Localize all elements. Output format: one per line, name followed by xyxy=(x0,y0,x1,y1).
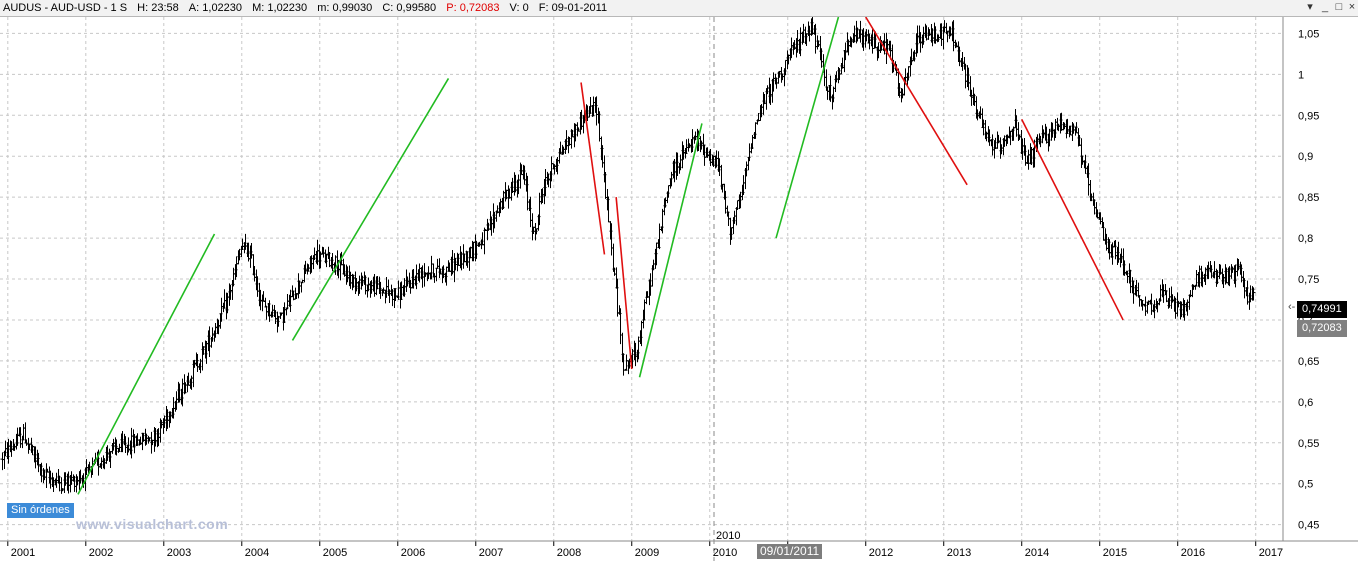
y-tick-label: 0,8 xyxy=(1298,233,1313,245)
trend-lines[interactable] xyxy=(77,17,1124,495)
axes: 0,450,50,550,60,650,70,750,80,850,90,951… xyxy=(0,17,1358,559)
volume-value: 0 xyxy=(522,2,529,14)
cursor-year-label: 2010 xyxy=(716,530,740,542)
y-tick-label: 1,05 xyxy=(1298,28,1319,40)
uptrend-line[interactable] xyxy=(775,17,840,239)
downtrend-line[interactable] xyxy=(615,197,633,370)
volume-label: V: xyxy=(509,2,520,14)
current-price-tag: 0,74991 xyxy=(1297,301,1347,318)
uptrend-line[interactable] xyxy=(638,123,703,378)
cursor-date-label: 09/01/2011 xyxy=(757,544,823,559)
x-tick-label: 2017 xyxy=(1259,547,1283,559)
x-tick-label: 2014 xyxy=(1025,547,1049,559)
downtrend-line[interactable] xyxy=(865,17,968,186)
p-value: 0,72083 xyxy=(459,2,500,14)
downtrend-line[interactable] xyxy=(1021,118,1124,321)
uptrend-line[interactable] xyxy=(291,77,450,341)
y-tick-label: 0,85 xyxy=(1298,192,1319,204)
price-cursor-arrow-icon: ‹- xyxy=(1288,301,1296,313)
x-tick-label: 2006 xyxy=(401,547,425,559)
x-tick-label: 2016 xyxy=(1181,547,1205,559)
orders-badge[interactable]: Sin órdenes xyxy=(7,503,74,518)
x-tick-label: 2010 xyxy=(713,547,737,559)
x-tick-label: 2005 xyxy=(323,547,347,559)
y-tick-label: 0,65 xyxy=(1298,356,1319,368)
high-time-value: 23:58 xyxy=(151,2,179,14)
date-value: 09-01-2011 xyxy=(551,2,608,14)
x-tick-label: 2013 xyxy=(947,547,971,559)
x-tick-label: 2002 xyxy=(89,547,113,559)
y-tick-label: 0,45 xyxy=(1298,520,1319,532)
close-value: 0,99580 xyxy=(396,2,437,14)
open-value: 1,02230 xyxy=(202,2,243,14)
high-time-label: H: xyxy=(137,2,149,14)
x-tick-label: 2012 xyxy=(869,547,893,559)
watermark: www.visualchart.com xyxy=(76,516,229,532)
y-tick-label: 0,55 xyxy=(1298,438,1319,450)
min-value: 0,99030 xyxy=(332,2,373,14)
y-tick-label: 0,6 xyxy=(1298,397,1313,409)
quote-line: AUDUS - AUD-USD - 1 S H: 23:58 A: 1,0223… xyxy=(3,2,607,14)
max-value: 1,02230 xyxy=(267,2,308,14)
x-tick-label: 2015 xyxy=(1103,547,1127,559)
x-tick-label: 2001 xyxy=(11,547,35,559)
y-tick-label: 0,95 xyxy=(1298,110,1319,122)
downtrend-line[interactable] xyxy=(580,82,606,255)
x-tick-label: 2009 xyxy=(635,547,659,559)
p-label: P: xyxy=(446,2,457,14)
symbol-label: AUDUS - AUD-USD - 1 S xyxy=(3,2,128,14)
close-icon[interactable]: × xyxy=(1348,1,1356,13)
price-chart[interactable]: 0,450,50,550,60,650,70,750,80,850,90,951… xyxy=(0,17,1358,561)
x-tick-label: 2008 xyxy=(557,547,581,559)
y-tick-label: 0,75 xyxy=(1298,274,1319,286)
minimize-icon[interactable]: _ xyxy=(1321,1,1329,13)
x-tick-label: 2007 xyxy=(479,547,503,559)
y-tick-label: 0,9 xyxy=(1298,151,1313,163)
price-bars xyxy=(0,17,1256,494)
y-tick-label: 1 xyxy=(1298,69,1304,81)
uptrend-line[interactable] xyxy=(77,233,216,495)
x-tick-label: 2003 xyxy=(167,547,191,559)
chart-header: AUDUS - AUD-USD - 1 S H: 23:58 A: 1,0223… xyxy=(0,0,1358,17)
min-label: m: xyxy=(317,2,330,14)
menu-dropdown-icon[interactable]: ▾ xyxy=(1307,1,1313,13)
open-label: A: xyxy=(188,2,200,14)
p-price-tag: 0,72083 xyxy=(1297,320,1347,337)
y-tick-label: 0,5 xyxy=(1298,479,1313,491)
max-label: M: xyxy=(252,2,265,14)
date-label-key: F: xyxy=(538,2,549,14)
grid xyxy=(0,17,1283,561)
x-tick-label: 2004 xyxy=(245,547,269,559)
close-label: C: xyxy=(382,2,394,14)
maximize-icon[interactable]: □ xyxy=(1335,1,1343,13)
